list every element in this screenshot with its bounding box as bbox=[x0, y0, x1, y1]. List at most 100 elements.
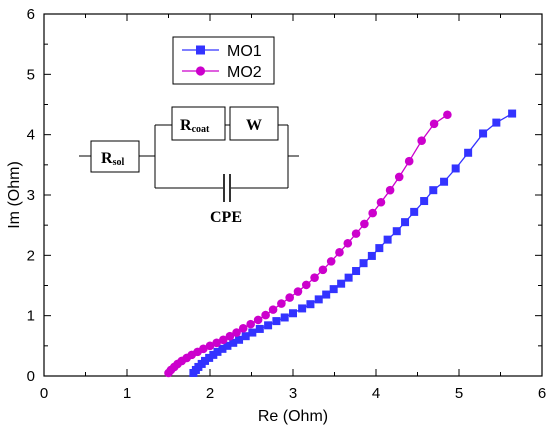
data-point-mo2 bbox=[277, 299, 286, 308]
data-point-mo1 bbox=[440, 177, 449, 186]
y-tick-label: 5 bbox=[27, 66, 35, 83]
data-point-mo1 bbox=[410, 207, 419, 216]
w-label: W bbox=[246, 117, 262, 134]
data-point-mo2 bbox=[360, 219, 369, 229]
data-point-mo2 bbox=[205, 341, 215, 351]
legend-label-mo2: MO2 bbox=[227, 64, 262, 81]
data-point-mo1 bbox=[359, 259, 368, 268]
data-point-mo2 bbox=[368, 208, 377, 218]
data-point-mo2 bbox=[225, 331, 235, 341]
data-point-mo1 bbox=[401, 218, 410, 227]
data-point-mo1 bbox=[375, 244, 384, 253]
legend: MO1 MO2 bbox=[172, 36, 275, 85]
data-point-mo1 bbox=[367, 251, 376, 260]
data-point-mo2 bbox=[417, 136, 426, 145]
data-point-mo2 bbox=[246, 319, 255, 329]
y-tick-label: 2 bbox=[27, 247, 35, 264]
data-point-mo2 bbox=[232, 328, 241, 337]
data-point-mo2 bbox=[238, 324, 248, 333]
data-point-mo2 bbox=[385, 185, 395, 195]
x-tick-label: 5 bbox=[455, 385, 463, 402]
y-tick-label: 6 bbox=[27, 6, 35, 23]
data-point-mo1 bbox=[420, 197, 429, 206]
data-point-mo2 bbox=[443, 110, 452, 120]
data-point-mo2 bbox=[404, 156, 414, 166]
data-point-mo2 bbox=[351, 229, 361, 238]
data-point-mo1 bbox=[492, 118, 501, 127]
series-layer bbox=[164, 109, 517, 378]
x-axis-ticks: 0 1 2 3 4 5 6 bbox=[40, 14, 546, 402]
data-point-mo1 bbox=[205, 353, 214, 362]
data-point-mo2 bbox=[261, 310, 270, 320]
data-point-mo2 bbox=[268, 305, 278, 314]
r-coat-label: Rcoat bbox=[180, 117, 210, 135]
y-tick-label: 3 bbox=[27, 187, 35, 204]
data-point-mo2 bbox=[394, 172, 404, 182]
data-point-mo2 bbox=[253, 315, 263, 325]
y-axis-ticks: 0 1 2 3 4 5 6 bbox=[27, 6, 542, 385]
y-tick-label: 1 bbox=[27, 308, 35, 325]
x-tick-label: 3 bbox=[289, 385, 297, 402]
data-point-mo1 bbox=[289, 309, 297, 318]
data-point-mo1 bbox=[322, 290, 331, 299]
legend-label-mo1: MO1 bbox=[227, 43, 262, 60]
r-coat-box bbox=[171, 106, 226, 141]
data-point-mo1 bbox=[479, 129, 488, 138]
data-point-mo1 bbox=[209, 350, 218, 359]
data-point-mo2 bbox=[293, 287, 303, 296]
data-point-mo1 bbox=[280, 313, 289, 322]
w-box bbox=[229, 106, 279, 141]
y-tick-label: 0 bbox=[27, 368, 35, 385]
data-point-mo1 bbox=[508, 109, 517, 118]
data-point-mo1 bbox=[329, 285, 338, 294]
data-point-mo1 bbox=[213, 347, 222, 356]
data-point-mo1 bbox=[352, 267, 361, 276]
data-point-mo1 bbox=[235, 335, 244, 344]
x-tick-label: 4 bbox=[372, 385, 380, 402]
data-point-mo1 bbox=[383, 235, 392, 244]
legend-marker-mo1 bbox=[196, 45, 205, 55]
data-point-mo1 bbox=[429, 186, 438, 195]
legend-marker-mo2 bbox=[195, 66, 206, 76]
data-point-mo2 bbox=[335, 248, 344, 257]
x-tick-label: 0 bbox=[40, 385, 48, 402]
y-tick-label: 4 bbox=[27, 127, 35, 144]
data-point-mo1 bbox=[223, 341, 232, 350]
data-point-mo1 bbox=[392, 227, 401, 236]
x-tick-label: 6 bbox=[538, 385, 546, 402]
equivalent-circuit bbox=[79, 106, 299, 202]
data-point-mo2 bbox=[429, 119, 439, 129]
data-point-mo1 bbox=[306, 300, 315, 309]
data-point-mo2 bbox=[285, 293, 294, 302]
data-point-mo1 bbox=[201, 356, 210, 365]
data-point-mo1 bbox=[464, 148, 473, 157]
data-point-mo1 bbox=[241, 332, 250, 341]
x-axis-label: Re (Ohm) bbox=[258, 408, 328, 425]
data-point-mo2 bbox=[218, 335, 228, 345]
x-tick-label: 2 bbox=[206, 385, 214, 402]
data-point-mo2 bbox=[199, 344, 208, 354]
legend-box bbox=[172, 36, 275, 85]
x-tick-label: 1 bbox=[123, 385, 131, 402]
data-point-mo2 bbox=[212, 338, 221, 348]
r-sol-label: Rsol bbox=[101, 150, 124, 168]
data-point-mo2 bbox=[376, 197, 386, 207]
data-point-mo1 bbox=[218, 344, 227, 353]
y-axis-label: Im (Ohm) bbox=[6, 161, 23, 229]
data-point-mo1 bbox=[264, 321, 273, 330]
series-line-mo2 bbox=[168, 114, 448, 374]
data-point-mo2 bbox=[326, 257, 336, 266]
data-point-mo2 bbox=[318, 265, 328, 275]
data-point-mo1 bbox=[255, 324, 264, 333]
data-point-mo1 bbox=[344, 273, 353, 282]
data-point-mo2 bbox=[343, 238, 353, 248]
data-point-mo2 bbox=[301, 280, 311, 290]
data-point-mo1 bbox=[298, 304, 307, 313]
data-point-mo1 bbox=[314, 295, 323, 304]
data-point-mo1 bbox=[451, 164, 460, 173]
data-point-mo1 bbox=[272, 317, 281, 326]
plot-frame bbox=[43, 13, 543, 377]
data-point-mo1 bbox=[337, 279, 346, 288]
cpe-label: CPE bbox=[210, 209, 242, 226]
r-sol-box bbox=[90, 140, 140, 173]
